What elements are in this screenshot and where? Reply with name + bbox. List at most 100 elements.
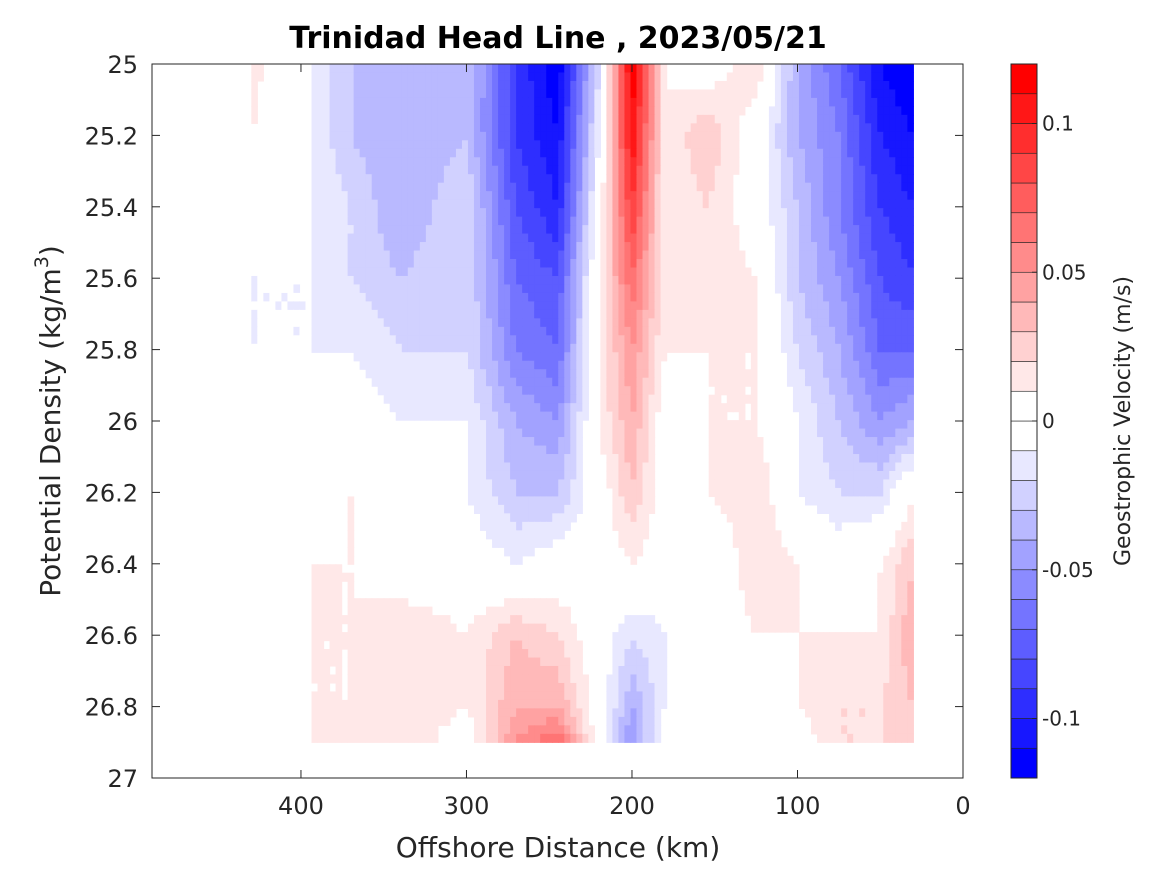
velocity-cell bbox=[618, 225, 626, 235]
velocity-cell bbox=[546, 182, 553, 192]
velocity-cell bbox=[823, 191, 830, 201]
velocity-cell bbox=[798, 318, 806, 328]
velocity-cell bbox=[437, 233, 445, 243]
velocity-cell bbox=[437, 97, 445, 107]
velocity-cell bbox=[612, 318, 620, 328]
velocity-cell bbox=[829, 632, 836, 642]
velocity-cell bbox=[510, 165, 517, 175]
velocity-cell bbox=[582, 275, 589, 286]
velocity-cell bbox=[419, 114, 427, 124]
velocity-cell bbox=[570, 259, 577, 269]
velocity-cell bbox=[798, 80, 806, 91]
velocity-cell bbox=[576, 360, 583, 370]
velocity-cell bbox=[498, 479, 505, 489]
velocity-cell bbox=[522, 259, 529, 269]
velocity-cell bbox=[413, 242, 421, 252]
velocity-cell bbox=[425, 352, 433, 362]
velocity-cell bbox=[823, 216, 830, 226]
velocity-cell bbox=[660, 267, 668, 277]
velocity-cell bbox=[768, 191, 776, 201]
velocity-cell bbox=[461, 182, 469, 192]
velocity-cell bbox=[576, 309, 583, 319]
velocity-cell bbox=[606, 335, 614, 345]
velocity-cell bbox=[859, 72, 866, 82]
velocity-cell bbox=[871, 496, 878, 506]
velocity-cell bbox=[648, 191, 656, 201]
velocity-cell bbox=[750, 352, 758, 362]
velocity-cell bbox=[437, 623, 445, 633]
velocity-cell bbox=[473, 191, 481, 201]
velocity-cell bbox=[473, 403, 481, 413]
velocity-cell bbox=[871, 437, 878, 447]
velocity-cell bbox=[792, 199, 800, 209]
velocity-cell bbox=[510, 267, 517, 277]
velocity-cell bbox=[540, 352, 547, 362]
velocity-cell bbox=[780, 581, 788, 591]
velocity-cell bbox=[798, 208, 806, 218]
velocity-cell bbox=[720, 199, 728, 209]
velocity-cell bbox=[696, 216, 704, 226]
velocity-cell bbox=[419, 208, 427, 218]
velocity-cell bbox=[817, 250, 824, 260]
velocity-cell bbox=[684, 114, 692, 124]
velocity-cell bbox=[792, 309, 800, 319]
velocity-cell bbox=[522, 309, 529, 319]
velocity-cell bbox=[726, 216, 734, 226]
velocity-cell bbox=[600, 318, 607, 328]
velocity-cell bbox=[654, 275, 662, 286]
velocity-cell bbox=[516, 479, 523, 489]
velocity-cell bbox=[895, 318, 902, 328]
velocity-cell bbox=[558, 191, 565, 201]
velocity-cell bbox=[907, 606, 914, 616]
velocity-cell bbox=[847, 343, 854, 353]
velocity-cell bbox=[672, 233, 680, 243]
velocity-cell bbox=[768, 598, 776, 608]
velocity-cell bbox=[576, 394, 583, 404]
velocity-cell bbox=[907, 615, 914, 625]
velocity-cell bbox=[437, 640, 445, 650]
velocity-cell bbox=[564, 267, 571, 277]
velocity-cell bbox=[672, 309, 680, 319]
velocity-cell bbox=[744, 496, 752, 506]
velocity-cell bbox=[738, 309, 746, 319]
velocity-cell bbox=[871, 632, 878, 642]
velocity-cell bbox=[889, 301, 896, 311]
velocity-cell bbox=[311, 301, 319, 311]
velocity-cell bbox=[660, 72, 668, 82]
velocity-cell bbox=[865, 97, 872, 107]
velocity-cell bbox=[359, 301, 367, 311]
velocity-cell bbox=[708, 352, 716, 362]
velocity-cell bbox=[534, 360, 541, 370]
velocity-cell bbox=[714, 89, 722, 99]
velocity-cell bbox=[883, 250, 890, 260]
velocity-cell bbox=[431, 292, 439, 303]
velocity-cell bbox=[431, 157, 439, 167]
velocity-cell bbox=[510, 275, 517, 286]
velocity-cell bbox=[738, 564, 746, 574]
velocity-cell bbox=[540, 165, 547, 175]
velocity-cell bbox=[431, 615, 439, 625]
velocity-cell bbox=[907, 352, 914, 362]
velocity-cell bbox=[702, 250, 710, 260]
velocity-cell bbox=[311, 208, 319, 218]
velocity-cell bbox=[516, 318, 523, 328]
velocity-cell bbox=[371, 182, 379, 192]
velocity-cell bbox=[467, 360, 475, 370]
velocity-cell bbox=[473, 360, 481, 370]
velocity-cell bbox=[353, 242, 361, 252]
velocity-cell bbox=[642, 386, 650, 396]
velocity-cell bbox=[335, 233, 343, 243]
velocity-cell bbox=[504, 131, 511, 141]
velocity-cell bbox=[684, 242, 692, 252]
velocity-cell bbox=[726, 199, 734, 209]
velocity-cell bbox=[877, 470, 884, 481]
velocity-cell bbox=[636, 343, 644, 353]
velocity-cell bbox=[835, 394, 842, 404]
velocity-cell bbox=[498, 335, 505, 345]
velocity-cell bbox=[792, 250, 800, 260]
velocity-cell bbox=[642, 632, 650, 642]
velocity-cell bbox=[744, 547, 752, 557]
velocity-cell bbox=[811, 420, 818, 430]
velocity-cell bbox=[901, 369, 908, 379]
velocity-cell bbox=[744, 97, 752, 107]
